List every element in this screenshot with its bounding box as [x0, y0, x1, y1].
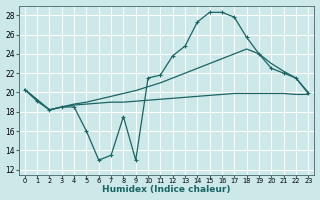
- X-axis label: Humidex (Indice chaleur): Humidex (Indice chaleur): [102, 185, 231, 194]
